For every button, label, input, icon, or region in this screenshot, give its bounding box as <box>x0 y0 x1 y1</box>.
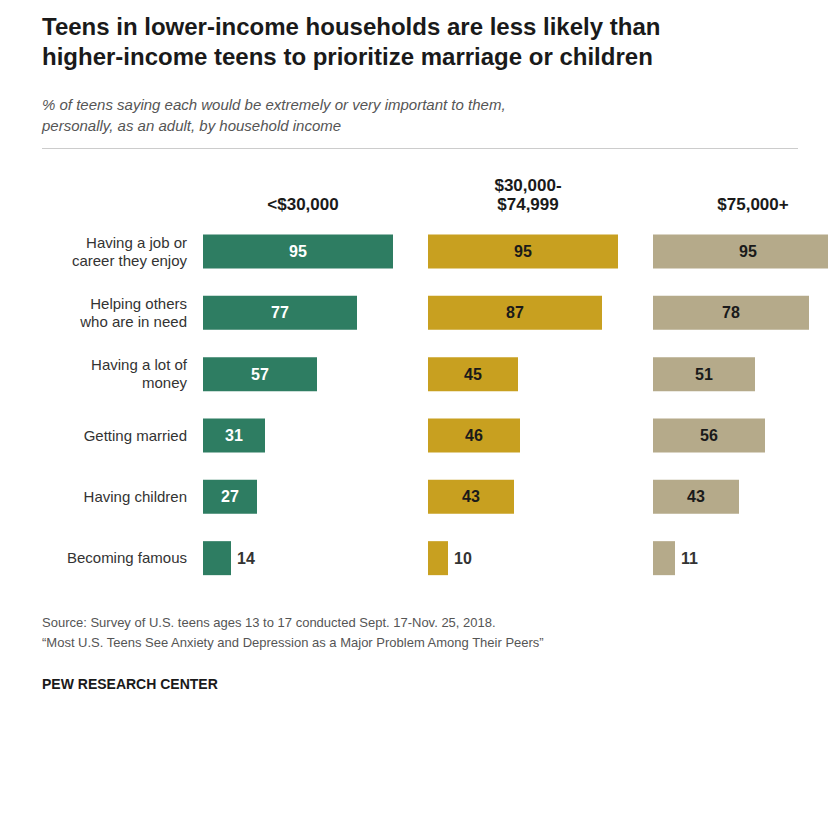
html-text:$75,000+: $75,000+ <box>717 195 789 215</box>
html-text:% of teens saying each would b: % of teens saying each would be extremel… <box>42 96 506 134</box>
svg-text:10: 10 <box>454 550 472 567</box>
svg-text:45: 45 <box>464 366 482 383</box>
svg-text:77: 77 <box>271 304 289 321</box>
svg-text:27: 27 <box>221 488 239 505</box>
svg-text:95: 95 <box>289 243 307 260</box>
svg-text:Getting married: Getting married <box>84 427 187 444</box>
html-text:Source: Survey of U.S. teens a: Source: Survey of U.S. teens ages 13 to … <box>42 615 544 650</box>
svg-text:56: 56 <box>700 427 718 444</box>
html-text:PEW RESEARCH CENTER: PEW RESEARCH CENTER <box>42 676 218 692</box>
svg-text:95: 95 <box>739 243 757 260</box>
svg-text:78: 78 <box>722 304 740 321</box>
svg-text:46: 46 <box>465 427 483 444</box>
svg-text:43: 43 <box>687 488 705 505</box>
svg-text:Helping otherswho are in need: Helping otherswho are in need <box>79 295 187 330</box>
svg-text:Having a lot ofmoney: Having a lot ofmoney <box>91 356 188 391</box>
svg-text:Having a job orcareer they enj: Having a job orcareer they enjoy <box>72 234 188 269</box>
svg-text:51: 51 <box>695 366 713 383</box>
html-text:Teens in lower-income househol: Teens in lower-income households are les… <box>42 13 661 70</box>
svg-text:43: 43 <box>462 488 480 505</box>
svg-text:14: 14 <box>237 550 255 567</box>
html-text:$30,000- $74,999: $30,000- $74,999 <box>494 175 562 215</box>
html-text:<$30,000: <$30,000 <box>267 195 339 215</box>
svg-text:11: 11 <box>681 550 698 567</box>
svg-text:Having children: Having children <box>84 488 187 505</box>
svg-text:95: 95 <box>514 243 532 260</box>
svg-text:87: 87 <box>506 304 524 321</box>
svg-text:Becoming famous: Becoming famous <box>67 549 187 566</box>
svg-text:31: 31 <box>225 427 243 444</box>
svg-text:57: 57 <box>251 366 269 383</box>
